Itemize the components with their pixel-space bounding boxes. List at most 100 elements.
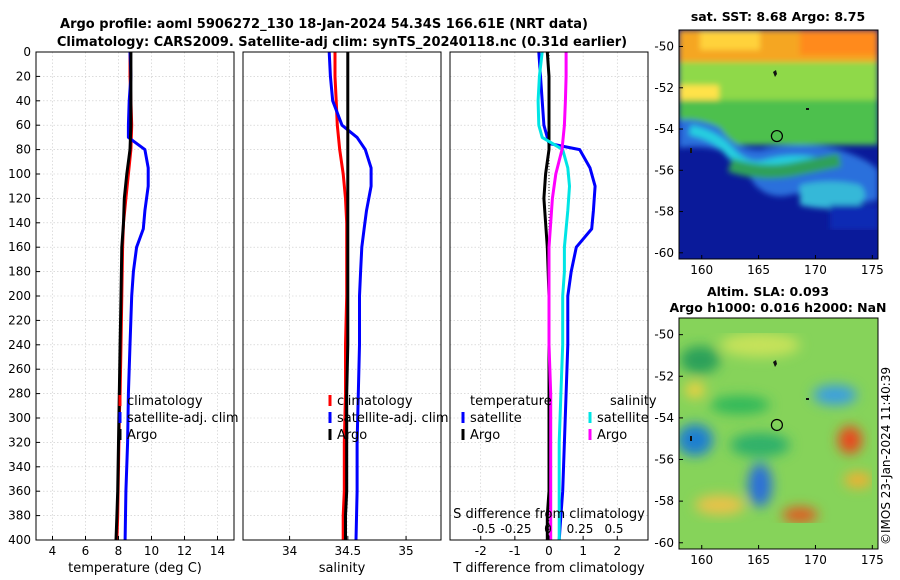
y-tick-label: 80 bbox=[16, 143, 31, 157]
x-axis-label: T difference from climatology bbox=[452, 561, 645, 576]
series-line-argo bbox=[344, 52, 350, 540]
map-y-tick-label: -58 bbox=[654, 205, 674, 219]
x-axis-label: temperature (deg C) bbox=[68, 561, 202, 576]
map-y-tick-label: -52 bbox=[654, 369, 674, 383]
y-tick-label: 160 bbox=[8, 240, 31, 254]
y-tick-label: 100 bbox=[8, 167, 31, 181]
x-tick-label: 14 bbox=[210, 544, 225, 558]
map-x-tick-label: 175 bbox=[861, 553, 884, 567]
x-tick-label: 34.5 bbox=[334, 544, 361, 558]
s-tick-label: 0.5 bbox=[604, 522, 623, 536]
main-title-line1: Argo profile: aoml 5906272_130 18-Jan-20… bbox=[60, 17, 588, 32]
map-x-tick-label: 165 bbox=[747, 553, 770, 567]
y-tick-label: 40 bbox=[16, 94, 31, 108]
x-tick-label: 4 bbox=[49, 544, 57, 558]
legend-label: Argo bbox=[337, 428, 367, 443]
island-icon bbox=[690, 436, 692, 441]
y-tick-label: 380 bbox=[8, 509, 31, 523]
sst-argo-marker bbox=[770, 129, 784, 143]
x-tick-label: 6 bbox=[82, 544, 90, 558]
sst-map-title: sat. SST: 8.68 Argo: 8.75 bbox=[691, 9, 865, 24]
sla-argo-marker bbox=[770, 418, 784, 432]
island-icon bbox=[806, 398, 809, 400]
sst-map-axes: 160 165 170 175 -50 -52 -54 -56 -58 -60 bbox=[654, 40, 883, 277]
y-tick-label: 200 bbox=[8, 289, 31, 303]
series-line-satellite-adj-clim bbox=[123, 51, 150, 541]
x-tick-label: 12 bbox=[177, 544, 192, 558]
map-x-tick-label: 175 bbox=[861, 263, 884, 277]
island-icon bbox=[806, 108, 809, 110]
map-y-tick-label: -50 bbox=[654, 40, 674, 54]
legend-label: satellite-adj. clim bbox=[127, 411, 239, 426]
series-line-temperature-argo bbox=[542, 51, 551, 540]
x-tick-label: 34 bbox=[282, 544, 297, 558]
x-tick-label: 1 bbox=[579, 544, 587, 558]
legend-label: climatology bbox=[127, 394, 203, 409]
map-y-tick-label: -54 bbox=[654, 411, 674, 425]
map-x-tick-label: 170 bbox=[804, 263, 827, 277]
s-tick-label: 0.25 bbox=[567, 522, 594, 536]
x-tick-label: -1 bbox=[509, 544, 521, 558]
sst-map-frame bbox=[678, 29, 879, 260]
y-tick-label: 280 bbox=[8, 387, 31, 401]
legend-label: climatology bbox=[337, 394, 413, 409]
map-x-tick-label: 170 bbox=[804, 553, 827, 567]
x-tick-label: 0 bbox=[545, 544, 553, 558]
series-line-salinity-argo bbox=[547, 52, 568, 540]
s-tick-label: 0 bbox=[544, 522, 552, 536]
legend-label: Argo bbox=[127, 428, 157, 443]
x-tick-label: 10 bbox=[144, 544, 159, 558]
map-x-tick-label: 160 bbox=[690, 553, 713, 567]
y-tick-label: 60 bbox=[16, 118, 31, 132]
y-tick-label: 260 bbox=[8, 362, 31, 376]
sst-map: 160 165 170 175 -50 -52 -54 -56 -58 -60 sat. SST:… bbox=[654, 9, 883, 277]
sla-map-image bbox=[679, 318, 878, 549]
difference-panel: -2 -1 0 1 2 T difference from climatology temp… bbox=[449, 51, 657, 576]
island-icon bbox=[773, 360, 777, 367]
legend-label: satellite bbox=[470, 411, 522, 426]
legend-label: satellite bbox=[597, 411, 649, 426]
series-line-argo bbox=[114, 52, 133, 541]
island-icon bbox=[773, 70, 777, 77]
x-tick-label: 2 bbox=[613, 544, 621, 558]
map-x-tick-label: 165 bbox=[747, 263, 770, 277]
y-tick-label: 220 bbox=[8, 313, 31, 327]
y-tick-label: 20 bbox=[16, 69, 31, 83]
copyright-text: ©IMOS 23-Jan-2024 11:40:39 bbox=[879, 367, 893, 545]
y-tick-label: 240 bbox=[8, 338, 31, 352]
legend-header-temperature: temperature bbox=[470, 394, 552, 409]
series-line-temperature-satellite bbox=[537, 51, 597, 541]
y-tick-label: 340 bbox=[8, 460, 31, 474]
sla-map: 160 165 170 175 -50 -52 -54 -56 -58 -60 Altim. SL… bbox=[654, 284, 886, 567]
y-tick-label: 300 bbox=[8, 411, 31, 425]
sla-map-axes: 160 165 170 175 -50 -52 -54 -56 -58 -60 bbox=[654, 328, 883, 567]
x-tick-label: 35 bbox=[398, 544, 413, 558]
sst-map-image bbox=[679, 30, 878, 259]
map-y-tick-label: -50 bbox=[654, 328, 674, 342]
temperature-panel: 4 6 8 10 12 14 temperature (deg C) 0 20 40 60 80 100… bbox=[8, 45, 239, 576]
legend-label: Argo bbox=[597, 428, 627, 443]
map-y-tick-label: -58 bbox=[654, 494, 674, 508]
s-tick-label: -0.25 bbox=[500, 522, 531, 536]
map-y-tick-label: -56 bbox=[654, 453, 674, 467]
legend-header-salinity: salinity bbox=[610, 394, 657, 409]
s-axis-label: S difference from climatology bbox=[453, 507, 645, 522]
x-axis-label: salinity bbox=[319, 561, 366, 576]
series-line-satellite-adj-clim bbox=[327, 51, 373, 541]
x-tick-label: 8 bbox=[115, 544, 123, 558]
island-icon bbox=[690, 148, 692, 153]
y-tick-label: 320 bbox=[8, 435, 31, 449]
sla-map-subtitle: Argo h1000: 0.016 h2000: NaN bbox=[669, 300, 886, 315]
map-y-tick-label: -60 bbox=[654, 246, 674, 260]
y-tick-label: 0 bbox=[23, 45, 31, 59]
map-y-tick-label: -54 bbox=[654, 122, 674, 136]
salinity-panel: 34 34.5 35 salinity climatology satellite-adj… bbox=[242, 51, 449, 576]
series-line-salinity-satellite bbox=[536, 51, 571, 540]
y-tick-label: 400 bbox=[8, 533, 31, 547]
main-title-line2: Climatology: CARS2009. Satellite-adj cli… bbox=[57, 35, 627, 50]
y-tick-label: 120 bbox=[8, 191, 31, 205]
y-tick-label: 140 bbox=[8, 216, 31, 230]
sla-map-title: Altim. SLA: 0.093 bbox=[707, 284, 829, 299]
legend-label: Argo bbox=[470, 428, 500, 443]
